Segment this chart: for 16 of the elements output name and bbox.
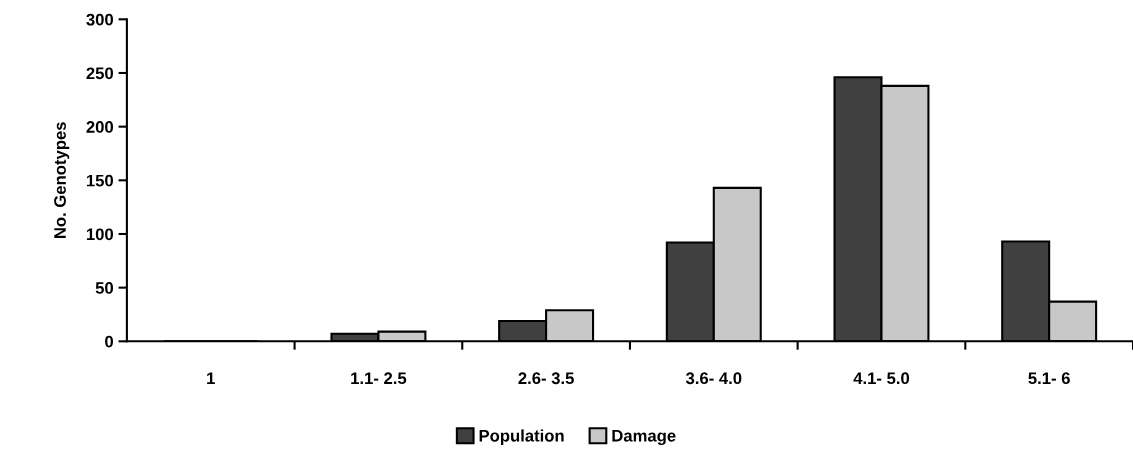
x-tick-label: 2.6- 3.5 [518, 372, 574, 385]
y-tick-label: 150 [86, 174, 114, 187]
x-tick-label: 5.1- 6 [1028, 372, 1070, 385]
x-tick-label: 3.6- 4.0 [685, 372, 742, 385]
y-tick-label: 100 [86, 228, 114, 241]
x-tick-label: 1.1- 2.5 [351, 372, 407, 385]
y-tick-label: 300 [86, 13, 114, 26]
legend-label: Population [479, 429, 564, 445]
y-tick-label: 50 [95, 282, 114, 294]
x-tick-label: 1 [207, 372, 215, 384]
y-tick-label: 0 [105, 335, 114, 348]
x-tick-label: 4.1- 5.0 [853, 372, 910, 385]
legend-label: Damage [612, 430, 676, 445]
y-tick-label: 200 [86, 121, 114, 133]
y-tick-label: 250 [86, 67, 114, 80]
y-axis-title: No. Genotypes [54, 122, 70, 239]
